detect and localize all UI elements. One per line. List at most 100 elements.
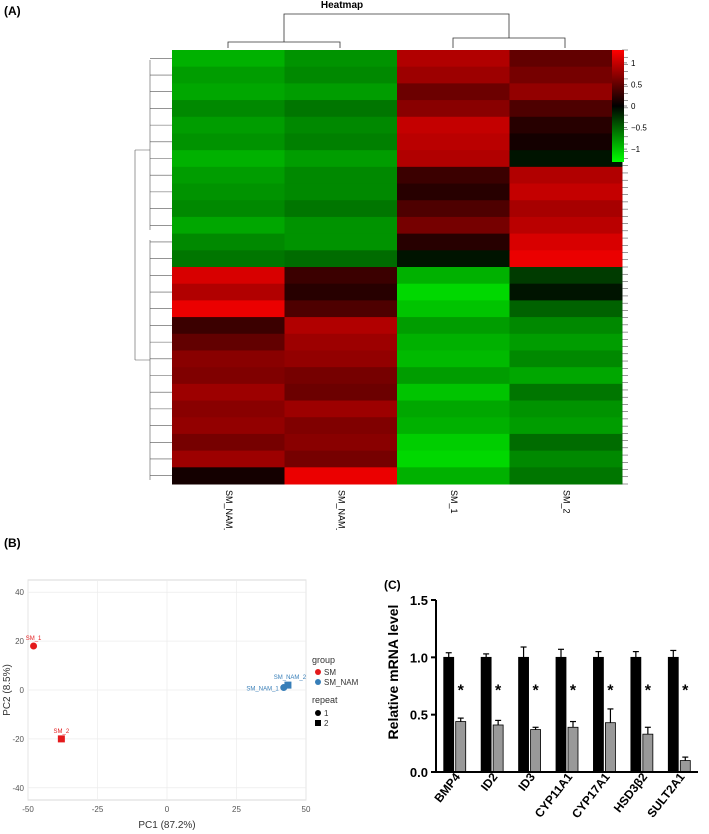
bar-y-axis-label: Relative mRNA level: [385, 605, 401, 740]
legend-group-title: group: [312, 655, 335, 665]
bar-category-label: BMP4: [432, 770, 464, 805]
heatmap-column-label: SM_2: [561, 490, 571, 514]
heatmap-cell: [397, 183, 510, 201]
heatmap-cell: [284, 66, 398, 84]
bar-y-tick-label: 1.5: [410, 593, 428, 608]
heatmap-cell: [397, 383, 510, 402]
heatmap-cell: [509, 83, 623, 101]
heatmap-cell: [397, 400, 510, 418]
heatmap-cell: [172, 216, 285, 235]
heatmap-cell: [172, 150, 285, 168]
bar: [667, 656, 679, 773]
pca-point-label: SM_NAM_2: [274, 675, 307, 681]
heatmap-cell: [284, 450, 398, 468]
heatmap-cell: [172, 133, 285, 151]
heatmap-cell: [397, 267, 510, 285]
heatmap-cell: [509, 50, 623, 68]
legend-group-sm-nam: SM_NAM: [324, 678, 359, 687]
heatmap-cell: [509, 450, 623, 468]
pca-y-ticks: -40 -20 0 20 40: [12, 588, 24, 793]
heatmap-cell: [284, 367, 398, 385]
heatmap-cell: [509, 300, 623, 318]
bar-y-ticks: 0.0 0.5 1.0 1.5: [410, 593, 436, 780]
legend-repeat-1-swatch: [315, 710, 321, 716]
heatmap-cell: [397, 367, 510, 385]
heatmap-cell: [172, 267, 285, 285]
heatmap-cell: [172, 83, 285, 101]
heatmap-cell: [509, 267, 623, 285]
heatmap-cell: [509, 66, 623, 84]
heatmap-cell: [172, 233, 285, 251]
legend-repeat-title: repeat: [312, 695, 338, 705]
heatmap-cell: [509, 383, 623, 402]
bar: [642, 733, 654, 773]
heatmap-cell: [509, 317, 623, 335]
bar: [679, 760, 691, 773]
bar: [518, 656, 529, 773]
heatmap-cell: [284, 200, 398, 218]
bar-y-tick-label: 0.0: [410, 765, 428, 780]
heatmap-cell: [397, 317, 510, 335]
heatmap-column-label: SM_NAM_2: [336, 490, 346, 530]
bar-category-label: ID2: [478, 770, 501, 794]
heatmap-cell: [509, 367, 623, 385]
heatmap-cell: [397, 433, 510, 452]
heatmap-cell: [284, 333, 398, 351]
heatmap-cell: [397, 200, 510, 218]
heatmap-cell: [509, 250, 623, 268]
heatmap-cell: [509, 333, 623, 351]
heatmap-cell: [397, 283, 510, 301]
heatmap-title: Heatmap: [321, 0, 363, 11]
legend-group-sm-swatch: [315, 669, 321, 675]
heatmap-cell: [509, 216, 623, 235]
legend-group-sm-nam-swatch: [315, 679, 321, 685]
heatmap-cell: [397, 333, 510, 351]
pca-y-tick-label: -40: [12, 784, 24, 793]
heatmap-column-label: SM_1: [449, 490, 459, 514]
bar-y-tick-label: 0.5: [410, 708, 428, 723]
pca-x-tick-label: 25: [232, 805, 241, 814]
heatmap-cell: [172, 433, 285, 452]
bar: [443, 656, 455, 773]
heatmap-cell: [172, 450, 285, 468]
heatmap-cell: [284, 150, 398, 168]
heatmap-cell: [509, 400, 623, 418]
heatmap-column-label: SM_NAM_1: [224, 490, 234, 530]
colorbar-tick-label: −0.5: [631, 124, 647, 133]
bar: [480, 656, 492, 773]
heatmap-cell: [284, 433, 398, 452]
heatmap-cell: [284, 267, 398, 285]
heatmap-cell: [284, 350, 398, 368]
heatmap-column-labels: SM_NAM_1 SM_NAM_2 SM_1 SM_2: [224, 490, 572, 530]
heatmap-cell: [397, 50, 510, 68]
heatmap-column-dendrogram: [227, 13, 566, 48]
significance-star: *: [682, 682, 689, 699]
pca-point: [30, 642, 38, 650]
legend-repeat-2-swatch: [315, 720, 321, 726]
panel-label-c: (C): [384, 578, 401, 592]
heatmap-cell: [284, 100, 398, 118]
heatmap-cell: [284, 183, 398, 201]
heatmap-cell: [172, 467, 285, 485]
bar: [555, 656, 567, 773]
bar-y-tick-label: 1.0: [410, 650, 428, 665]
heatmap-cell: [509, 166, 623, 185]
bar-marks: * * * * * * *: [443, 646, 691, 773]
panel-label-b: (B): [4, 536, 21, 550]
legend-repeat-1: 1: [324, 709, 329, 718]
heatmap-cell: [284, 233, 398, 251]
heatmap-cell: [397, 250, 510, 268]
heatmap-cell: [397, 83, 510, 101]
heatmap-cell: [172, 383, 285, 402]
colorbar-tick-label: −1: [631, 145, 641, 154]
heatmap-cell: [172, 283, 285, 301]
heatmap-cell: [284, 250, 398, 268]
significance-star: *: [570, 682, 577, 699]
significance-star: *: [458, 682, 465, 699]
heatmap-cell: [172, 200, 285, 218]
bar: [492, 724, 504, 773]
heatmap-cell: [284, 166, 398, 185]
heatmap-cell: [397, 66, 510, 84]
heatmap-cell: [284, 50, 398, 68]
